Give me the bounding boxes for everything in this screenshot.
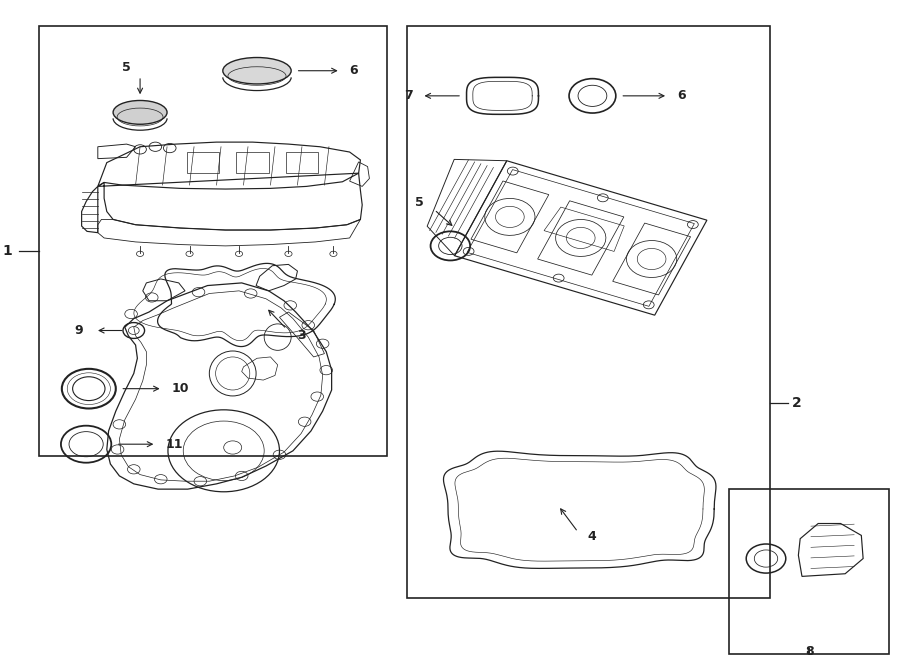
Ellipse shape (223, 58, 292, 84)
Text: 2: 2 (792, 396, 802, 410)
Text: 9: 9 (75, 324, 84, 337)
Text: 10: 10 (172, 382, 189, 395)
Text: 6: 6 (349, 64, 358, 77)
Ellipse shape (113, 100, 167, 124)
Text: 1: 1 (3, 244, 13, 258)
Text: 5: 5 (415, 196, 423, 210)
Text: 6: 6 (677, 89, 686, 102)
Text: 3: 3 (298, 329, 306, 342)
Text: 7: 7 (404, 89, 412, 102)
Text: 5: 5 (122, 61, 131, 74)
Text: 4: 4 (587, 530, 596, 543)
Text: 8: 8 (805, 644, 814, 658)
Text: 11: 11 (166, 438, 183, 451)
